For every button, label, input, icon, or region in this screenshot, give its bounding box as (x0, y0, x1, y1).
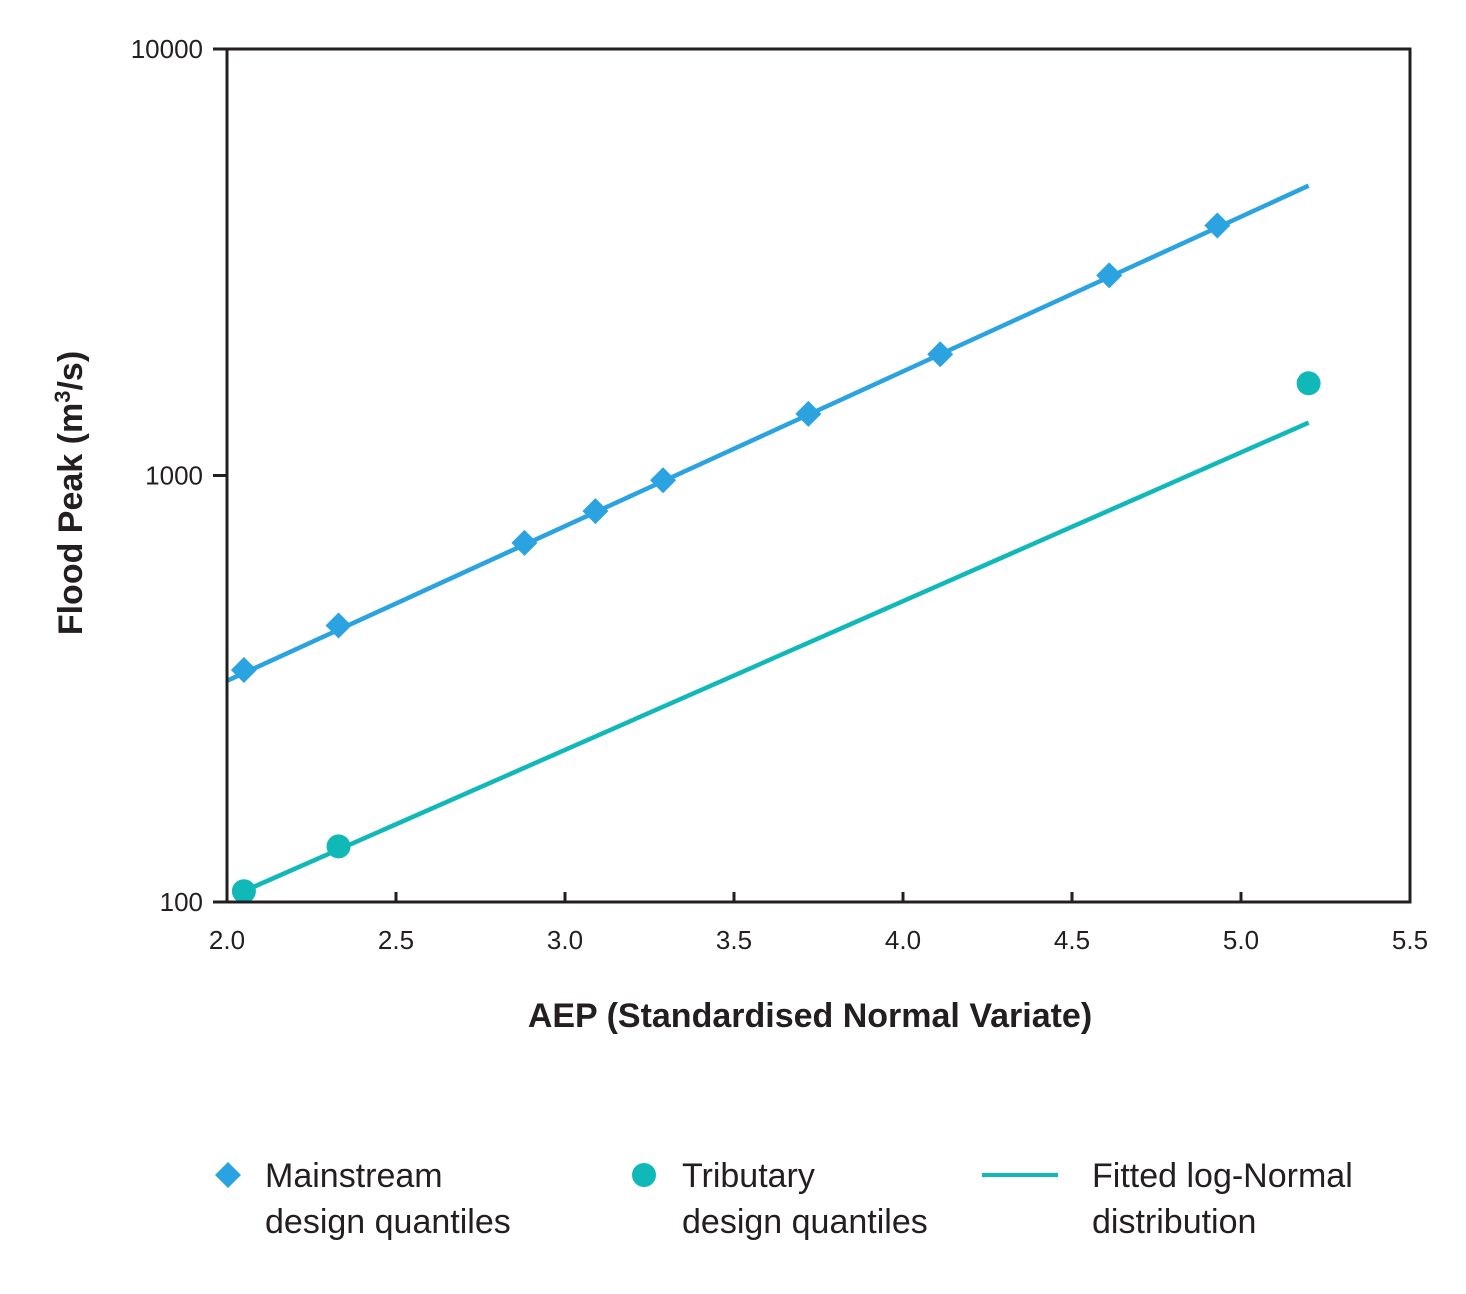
diamond-marker-icon (215, 1162, 241, 1188)
x-tick-label: 3.0 (547, 925, 583, 955)
x-axis-title: AEP (Standardised Normal Variate) (528, 997, 1092, 1035)
mainstream-point (795, 400, 822, 427)
x-tick-label: 4.5 (1054, 925, 1090, 955)
mainstream-point (927, 341, 954, 368)
legend: Mainstream design quantiles Tributary de… (215, 1157, 1353, 1241)
legend-item-fitted: Fitted log-Normal distribution (982, 1157, 1353, 1241)
mainstream-point (511, 529, 538, 556)
mainstream-point (325, 612, 352, 639)
x-tick-label: 5.5 (1392, 925, 1428, 955)
legend-label-tributary-line1: Tributary (682, 1157, 815, 1195)
data-markers (230, 212, 1321, 904)
x-tick-label: 2.5 (378, 925, 414, 955)
mainstream-point (650, 467, 677, 494)
tributary-point (231, 879, 256, 904)
y-tick-label: 1000 (145, 461, 203, 491)
x-tick-label: 4.0 (885, 925, 921, 955)
y-axis-title-sup: 3 (50, 391, 75, 403)
y-axis-title-main: Flood Peak (m (52, 403, 90, 635)
mainstream-point (230, 656, 257, 683)
legend-label-mainstream-line1: Mainstream (265, 1157, 443, 1195)
y-tick-label: 100 (160, 887, 203, 917)
legend-label-fitted-line2: distribution (1092, 1203, 1256, 1241)
tributary-point (1296, 371, 1321, 396)
y-tick-label: 10000 (131, 34, 203, 64)
circle-marker-icon (632, 1163, 656, 1187)
fitted-line-0 (226, 183, 1310, 683)
mainstream-point (1204, 212, 1231, 239)
axis-ticks: 2.0 2.5 3.0 3.5 4.0 4.5 5.0 5.5 100 1000 10000 (131, 34, 1428, 955)
legend-label-mainstream-line2: design quantiles (265, 1203, 511, 1241)
fitted-line-1 (242, 420, 1310, 894)
mainstream-point (582, 498, 609, 525)
x-tick-label: 5.0 (1223, 925, 1259, 955)
legend-item-mainstream: Mainstream design quantiles (215, 1157, 511, 1241)
tributary-point (326, 834, 351, 859)
legend-item-tributary: Tributary design quantiles (632, 1157, 928, 1241)
fitted-lines (226, 183, 1310, 894)
y-axis-title: Flood Peak (m3/s) (50, 351, 90, 635)
x-tick-label: 3.5 (716, 925, 752, 955)
plot-frame (225, 47, 1412, 904)
x-tick-label: 2.0 (209, 925, 245, 955)
mainstream-point (1096, 262, 1123, 289)
legend-label-tributary-line2: design quantiles (682, 1203, 928, 1241)
y-axis-title-end: /s) (52, 351, 90, 391)
legend-label-fitted-line1: Fitted log-Normal (1092, 1157, 1353, 1195)
